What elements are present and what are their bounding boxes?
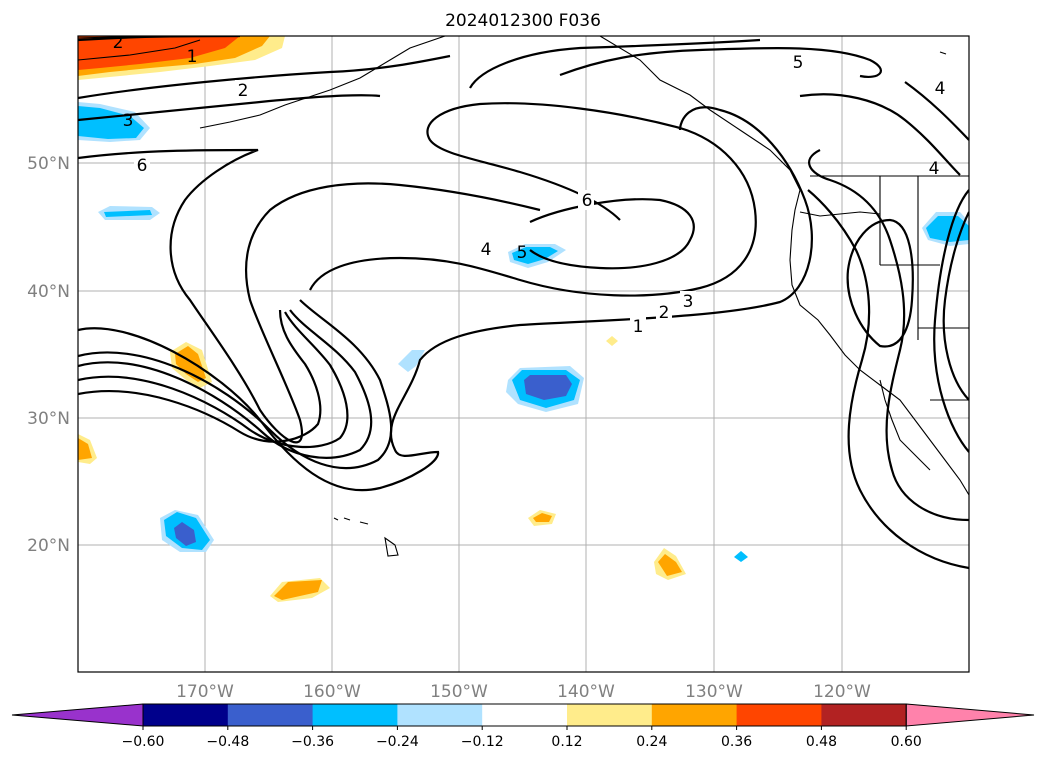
- shade-positive-mid: [175, 346, 206, 382]
- colorbar-frame: [142, 703, 907, 727]
- contour-closed-6: [529, 198, 695, 270]
- shade-positive-mid: [78, 438, 92, 460]
- shade-negative-high: [174, 522, 196, 546]
- shade-negative-mid: [734, 551, 748, 562]
- colorbar-segment: [227, 704, 314, 726]
- gridlines: [78, 36, 969, 672]
- contour-east-3: [942, 211, 969, 401]
- shade-positive-high: [78, 36, 240, 70]
- contour-label-4: 4: [481, 240, 492, 260]
- contour-label-5: 5: [517, 243, 528, 263]
- colorbar-segment: [567, 704, 653, 726]
- shade-negative-high: [524, 375, 572, 400]
- map-title: 2024012300 F036: [445, 11, 601, 31]
- lat-label-40n: 40°N: [27, 282, 70, 302]
- contour-label-1: 1: [633, 317, 644, 337]
- colorbar-tick-label: 0.60: [891, 734, 922, 750]
- lat-label-50n: 50°N: [27, 154, 70, 174]
- colorbar-tick-label: −0.36: [291, 734, 334, 750]
- longitude-labels: 170°W 160°W 150°W 140°W 130°W 120°W: [176, 682, 871, 702]
- shade-positive-mid: [274, 580, 322, 600]
- contour-label-5: 5: [793, 53, 804, 73]
- shade-negative-mid: [104, 210, 152, 217]
- colorbar-tick-label: 0.12: [551, 734, 582, 750]
- colorbar-tick-label: −0.60: [122, 734, 165, 750]
- contour-label-2: 2: [113, 33, 124, 53]
- colorbar-extend-min: [11, 703, 144, 727]
- contour-east-6: [904, 81, 969, 141]
- colorbar-tick-label: 0.24: [636, 734, 667, 750]
- contour-top-5b: [559, 46, 882, 78]
- contour-label-1: 1: [187, 47, 198, 67]
- colorbar-segment: [312, 704, 398, 726]
- colorbar-segment: [651, 704, 738, 726]
- contour-north-3: [78, 94, 381, 122]
- contours: [78, 36, 969, 570]
- colorbar-tick-label: −0.48: [206, 734, 249, 750]
- shade-negative-mid: [78, 106, 144, 139]
- contour-3: [78, 309, 373, 459]
- contour-5: [78, 309, 322, 443]
- shade-negative-low: [398, 350, 425, 372]
- contour-inner: [309, 102, 757, 297]
- latitude-labels: 50°N 40°N 30°N 20°N: [27, 154, 70, 556]
- lon-label-120w: 120°W: [813, 682, 871, 702]
- lat-label-30n: 30°N: [27, 409, 70, 429]
- colorbar-segment: [143, 704, 229, 726]
- contour-4: [78, 311, 349, 449]
- colorbar-tick-label: −0.24: [376, 734, 419, 750]
- colorbar-segment: [736, 704, 822, 726]
- contour-6: [78, 148, 541, 444]
- colorbar-segment: [482, 704, 568, 726]
- contour-label-4: 4: [929, 159, 940, 179]
- contour-east-closed: [846, 218, 914, 348]
- contour-top-5a: [469, 38, 761, 89]
- contour-1: [78, 106, 813, 492]
- contour-label-2: 2: [659, 303, 670, 323]
- coastlines: [78, 36, 969, 557]
- colorbar-segment: [397, 704, 483, 726]
- colorbar-extend-max: [905, 703, 1035, 727]
- lon-label-160w: 160°W: [303, 682, 361, 702]
- map-frame: [77, 35, 970, 673]
- lon-label-130w: 130°W: [685, 682, 743, 702]
- colorbar: −0.60 −0.48 −0.36 −0.24 −0.12 0.12 0.24 0.36 0.4…: [11, 703, 1035, 750]
- lon-label-140w: 140°W: [557, 682, 615, 702]
- contour-north-2: [78, 54, 451, 100]
- colorbar-tick-label: 0.48: [806, 734, 837, 750]
- contour-label-3: 3: [683, 292, 694, 312]
- contour-label-6: 6: [137, 156, 148, 176]
- shaded-field: [78, 36, 969, 602]
- lon-label-170w: 170°W: [176, 682, 234, 702]
- shade-positive-mid: [533, 513, 552, 522]
- contour-east-5: [799, 93, 961, 176]
- shade-positive-mid: [658, 554, 682, 576]
- contour-label-6: 6: [582, 191, 593, 211]
- contour-east-2: [807, 189, 969, 570]
- colorbar-tick-label: 0.36: [721, 734, 752, 750]
- shade-negative-mid: [512, 247, 558, 264]
- shade-positive-low: [606, 336, 618, 346]
- colorbar-segment: [821, 704, 907, 726]
- contour-label-3: 3: [123, 111, 134, 131]
- contour-east-4: [933, 189, 969, 453]
- contour-2: [78, 299, 393, 470]
- contour-east-1: [808, 149, 969, 522]
- contour-label-4: 4: [935, 79, 946, 99]
- colorbar-tick-label: −0.12: [461, 734, 504, 750]
- contour-label-2: 2: [238, 81, 249, 101]
- contour-labels: 1 1 2 2 2 3 3 4 4 4 5 5 6 6: [113, 33, 946, 337]
- lon-label-150w: 150°W: [430, 682, 488, 702]
- lat-label-20n: 20°N: [27, 536, 70, 556]
